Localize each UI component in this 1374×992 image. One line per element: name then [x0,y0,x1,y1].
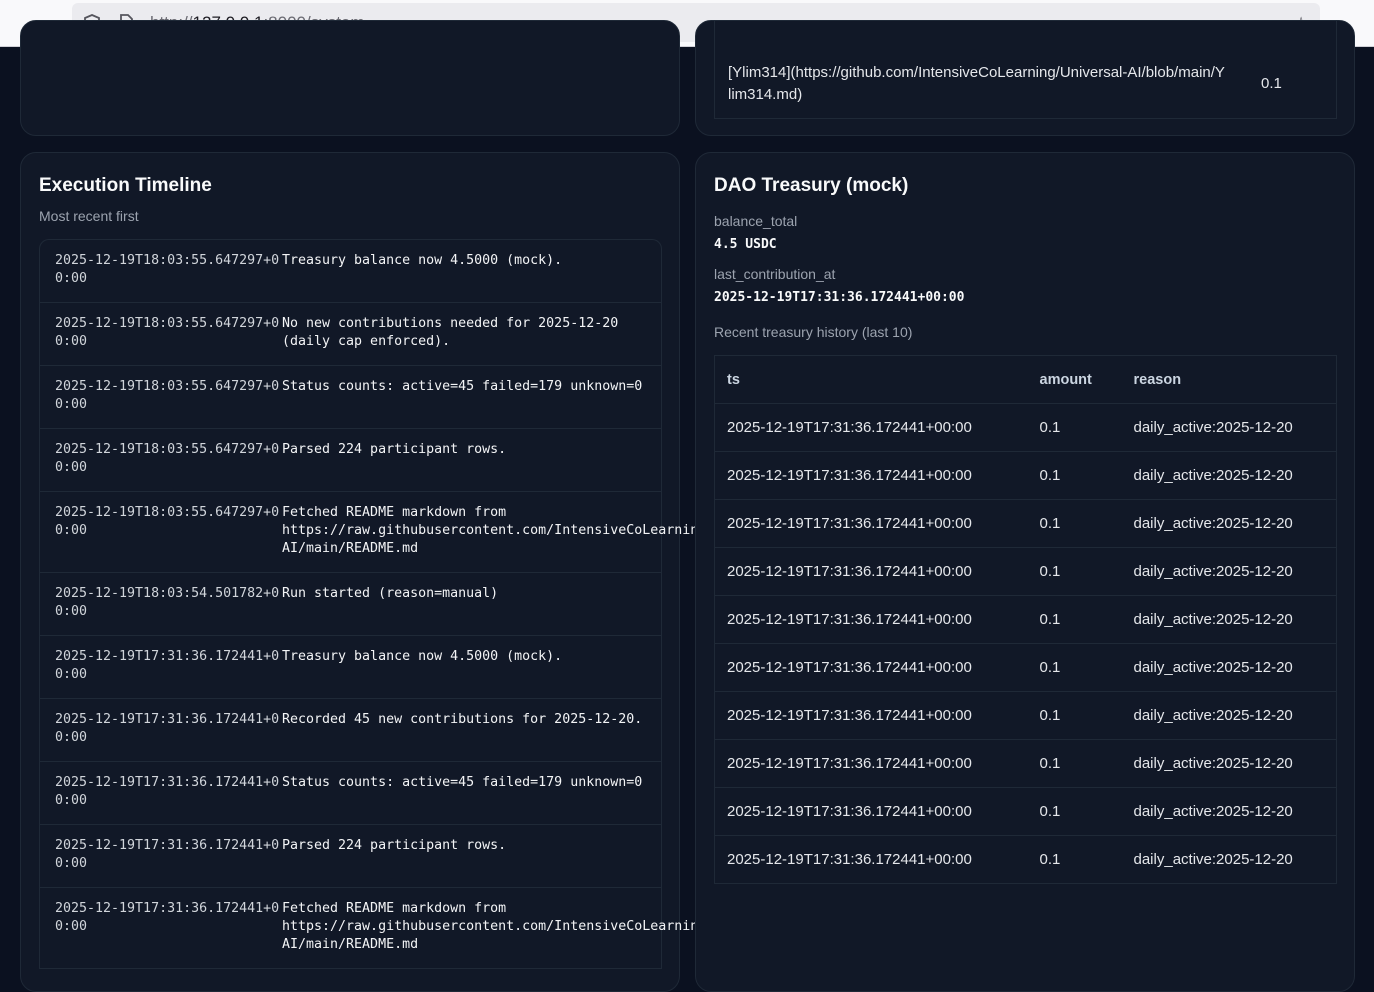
col-ts: ts [714,355,1028,404]
contribution-amount: 0.1 [1261,75,1282,92]
table-row: 2025-12-19T17:31:36.172441+00:00 0.1 daily… [714,595,1337,644]
ts-cell: 2025-12-19T17:31:36.172441+00:00 [714,835,1028,884]
reason-cell: daily_active:2025-12-20 [1121,595,1337,644]
history-label: Recent treasury history (last 10) [714,324,913,340]
timeline-message: Fetched README markdown from https://raw… [282,505,795,556]
reason-cell: daily_active:2025-12-20 [1121,547,1337,596]
table-row: 2025-12-19T17:31:36.172441+00:00 0.1 daily… [714,643,1337,692]
reason-cell: daily_active:2025-12-20 [1121,403,1337,452]
timeline-message: Run started (reason=manual) [282,586,499,601]
timeline-row: 2025-12-19T18:03:55.647297+00:00 No new c… [40,303,661,366]
last-contribution-value: 2025-12-19T17:31:36.172441+00:00 [714,290,965,305]
timeline-title: Execution Timeline [39,175,212,196]
treasury-panel: DAO Treasury (mock) balance_total 4.5 US… [695,152,1355,992]
reason-cell: daily_active:2025-12-20 [1121,691,1337,740]
timeline-row: 2025-12-19T18:03:55.647297+00:00 Status c… [40,366,661,429]
timeline-message: Recorded 45 new contributions for 2025-1… [282,712,643,727]
contribution-link[interactable]: [Ylim314](https://github.com/IntensiveCo… [728,64,1225,103]
ts-cell: 2025-12-19T17:31:36.172441+00:00 [714,595,1028,644]
amount-cell: 0.1 [1027,499,1122,548]
timeline-ts: 2025-12-19T17:31:36.172441+00:00 [55,901,280,934]
ts-cell: 2025-12-19T17:31:36.172441+00:00 [714,499,1028,548]
ts-cell: 2025-12-19T17:31:36.172441+00:00 [714,451,1028,500]
amount-cell: 0.1 [1027,451,1122,500]
timeline-row: 2025-12-19T18:03:55.647297+00:00 Parsed 2… [40,429,661,492]
reason-cell: daily_active:2025-12-20 [1121,835,1337,884]
treasury-title: DAO Treasury (mock) [714,175,909,196]
table-row: 2025-12-19T17:31:36.172441+00:00 0.1 daily… [714,739,1337,788]
amount-cell: 0.1 [1027,739,1122,788]
amount-cell: 0.1 [1027,835,1122,884]
timeline-message: Parsed 224 participant rows. [282,838,507,853]
reason-cell: daily_active:2025-12-20 [1121,451,1337,500]
table-row: 2025-12-19T17:31:36.172441+00:00 0.1 daily… [714,835,1337,884]
timeline-ts: 2025-12-19T17:31:36.172441+00:00 [55,712,280,745]
execution-timeline-panel: Execution Timeline Most recent first 202… [20,152,795,992]
table-row: 2025-12-19T17:31:36.172441+00:00 0.1 daily… [714,499,1337,548]
timeline-message: Treasury balance now 4.5000 (mock). [282,253,563,268]
amount-cell: 0.1 [1027,643,1122,692]
timeline-row: 2025-12-19T17:31:36.172441+00:00 Treasury… [40,636,661,699]
timeline-message: Status counts: active=45 failed=179 unkn… [282,379,643,394]
timeline-list: 2025-12-19T18:03:55.647297+00:00 Treasury… [39,239,795,969]
amount-cell: 0.1 [1027,547,1122,596]
reason-cell: daily_active:2025-12-20 [1121,499,1337,548]
reason-cell: daily_active:2025-12-20 [1121,787,1337,836]
amount-cell: 0.1 [1027,787,1122,836]
timeline-ts: 2025-12-19T18:03:55.647297+00:00 [55,442,280,475]
col-reason: reason [1121,355,1337,404]
timeline-message: Parsed 224 participant rows. [282,442,507,457]
timeline-row: 2025-12-19T18:03:55.647297+00:00 Treasury… [40,240,661,303]
timeline-ts: 2025-12-19T18:03:55.647297+00:00 [55,316,280,349]
last-contribution-label: last_contribution_at [714,266,836,282]
timeline-message: Status counts: active=45 failed=179 unkn… [282,775,643,790]
treasury-history-table: ts amount reason 2025-12-19T17:31:36.172… [714,355,1337,884]
timeline-row: 2025-12-19T18:03:54.501782+00:00 Run star… [40,573,661,636]
table-row: 2025-12-19T17:31:36.172441+00:00 0.1 daily… [714,403,1337,452]
timeline-message: No new contributions needed for 2025-12-… [282,316,619,349]
timeline-ts: 2025-12-19T18:03:55.647297+00:00 [55,505,280,538]
reason-cell: daily_active:2025-12-20 [1121,643,1337,692]
amount-cell: 0.1 [1027,691,1122,740]
top-right-panel: [Ylim314](https://github.com/IntensiveCo… [695,20,1355,136]
table-header: ts amount reason [714,355,1337,404]
table-row: 2025-12-19T17:31:36.172441+00:00 0.1 daily… [714,691,1337,740]
table-row: 2025-12-19T17:31:36.172441+00:00 0.1 daily… [714,451,1337,500]
timeline-message: Fetched README markdown from https://raw… [282,901,795,952]
ts-cell: 2025-12-19T17:31:36.172441+00:00 [714,691,1028,740]
timeline-ts: 2025-12-19T17:31:36.172441+00:00 [55,775,280,808]
col-amount: amount [1027,355,1122,404]
timeline-row: 2025-12-19T17:31:36.172441+00:00 Status c… [40,762,661,825]
table-row: 2025-12-19T17:31:36.172441+00:00 0.1 daily… [714,547,1337,596]
timeline-row: 2025-12-19T17:31:36.172441+00:00 Recorded… [40,699,661,762]
amount-cell: 0.1 [1027,403,1122,452]
timeline-message: Treasury balance now 4.5000 (mock). [282,649,563,664]
timeline-row: 2025-12-19T17:31:36.172441+00:00 Fetched … [40,888,795,969]
balance-value: 4.5 USDC [714,237,777,252]
amount-cell: 0.1 [1027,595,1122,644]
contribution-row: [Ylim314](https://github.com/IntensiveCo… [714,21,1337,119]
ts-cell: 2025-12-19T17:31:36.172441+00:00 [714,403,1028,452]
timeline-subtitle: Most recent first [39,208,139,224]
balance-label: balance_total [714,213,798,229]
ts-cell: 2025-12-19T17:31:36.172441+00:00 [714,787,1028,836]
timeline-ts: 2025-12-19T18:03:54.501782+00:00 [55,586,280,619]
ts-cell: 2025-12-19T17:31:36.172441+00:00 [714,739,1028,788]
timeline-ts: 2025-12-19T18:03:55.647297+00:00 [55,253,280,286]
ts-cell: 2025-12-19T17:31:36.172441+00:00 [714,547,1028,596]
timeline-ts: 2025-12-19T18:03:55.647297+00:00 [55,379,280,412]
top-left-panel [20,20,680,136]
timeline-row: 2025-12-19T18:03:55.647297+00:00 Fetched … [40,492,795,573]
ts-cell: 2025-12-19T17:31:36.172441+00:00 [714,643,1028,692]
timeline-row: 2025-12-19T17:31:36.172441+00:00 Parsed 2… [40,825,661,888]
timeline-ts: 2025-12-19T17:31:36.172441+00:00 [55,838,280,871]
table-row: 2025-12-19T17:31:36.172441+00:00 0.1 daily… [714,787,1337,836]
timeline-ts: 2025-12-19T17:31:36.172441+00:00 [55,649,280,682]
reason-cell: daily_active:2025-12-20 [1121,739,1337,788]
